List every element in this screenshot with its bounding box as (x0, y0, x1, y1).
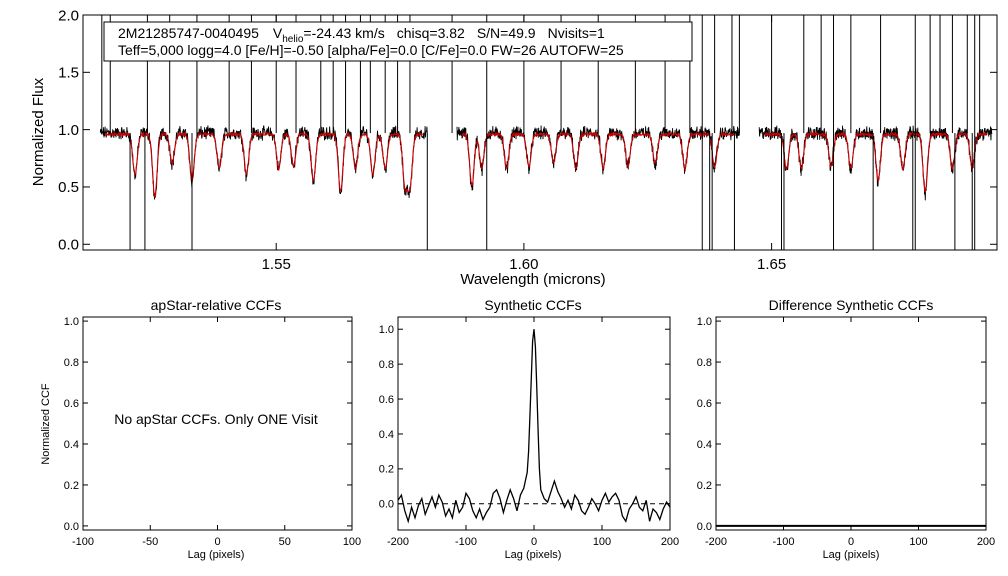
difference-ccf-ytick-label: 1.0 (697, 316, 712, 328)
synthetic-ccf-title: Synthetic CCFs (484, 297, 581, 313)
difference-ccf-ytick-label: 0.8 (697, 357, 712, 369)
spectrum-xtick-label: 1.65 (757, 256, 786, 273)
spectrum-axes: 1.55 1.60 1.65 0.0 0.5 1.0 1.5 2.0 (58, 7, 997, 273)
apstar-ccf-ytick-label: 0.2 (64, 480, 79, 492)
synthetic-ccf-xtick-label: 0 (531, 536, 537, 548)
annotation-box-frame (103, 21, 693, 62)
apstar-ccf-xlabel: Lag (pixels) (188, 549, 245, 561)
synthetic-ccf-curve (397, 329, 671, 524)
spectrum-ytick-label: 0.5 (58, 179, 79, 196)
synthetic-ccf-xtick-label: -100 (455, 536, 477, 548)
apstar-ccf-ytick-label: 0.8 (64, 357, 79, 369)
stellar-parameters-line: Teff=5,000 logg=4.0 [Fe/H]=-0.50 [alpha/… (118, 42, 624, 58)
apstar-ccf-ytick-label: 1.0 (64, 316, 79, 328)
annotation-line-1: 2M21285747-0040495 Vhelio=-24.43 km/s chis… (118, 25, 605, 45)
apstar-ccf-xtick-label: -100 (72, 536, 94, 548)
difference-ccf-ytick-label: 0.0 (697, 521, 712, 533)
difference-ccf-xtick-label: 200 (977, 536, 995, 548)
apstar-ccf-ytick-label: 0.0 (64, 521, 79, 533)
difference-ccf-xtick-label: -100 (772, 536, 794, 548)
ccf-ylabel: Normalized CCF (40, 383, 52, 465)
synthetic-fit-chip-2 (461, 131, 735, 186)
observed-spectrum-chip-1 (99, 125, 428, 200)
difference-ccf-panel: Difference Synthetic CCFs -200 -100 0 100 20… (697, 297, 995, 561)
vhelio-subscript: helio (282, 34, 304, 45)
spectrum-plot-frame (82, 14, 998, 251)
difference-ccf-ytick-label: 0.2 (697, 480, 712, 492)
apstar-ccf-title: apStar-relative CCFs (151, 297, 282, 313)
apstar-ccf-panel: apStar-relative CCFs -100 -50 0 50 100 0.0 0.2… (40, 297, 361, 561)
synthetic-ccf-xlabel: Lag (pixels) (505, 549, 562, 561)
chisq-value: chisq=3.82 (397, 25, 465, 41)
synthetic-fit-chip-1 (104, 131, 423, 198)
apstar-ccf-xtick-label: 50 (279, 536, 291, 548)
synthetic-ccf-ytick-label: 0.0 (379, 499, 394, 511)
vhelio-symbol: V (273, 25, 283, 41)
spectrum-ytick-label: 2.0 (58, 7, 79, 24)
synthetic-ccf-axes: -200 -100 0 100 200 0.0 0.2 0.4 0.6 0.8 1.0 (379, 317, 679, 548)
spectrum-ytick-label: 0.0 (58, 237, 79, 254)
difference-ccf-xlabel: Lag (pixels) (823, 549, 880, 561)
apstar-ccf-ytick-label: 0.4 (64, 439, 79, 451)
apstar-ccf-axes: -100 -50 0 50 100 0.0 0.2 0.4 0.6 0.8 1.0 (64, 316, 361, 548)
synthetic-ccf-ytick-label: 0.6 (379, 394, 394, 406)
synthetic-fit-chip-3 (763, 131, 988, 193)
spectrum-ylabel: Normalized Flux (30, 77, 47, 186)
spectrum-panel: 1.55 1.60 1.65 0.0 0.5 1.0 1.5 2.0 Wavelength (… (30, 7, 998, 288)
spectrum-ytick-label: 1.5 (58, 65, 79, 82)
synthetic-ccf-ytick-label: 0.8 (379, 359, 394, 371)
synthetic-ccf-ytick-label: 1.0 (379, 324, 394, 336)
difference-ccf-xtick-label: 0 (848, 536, 854, 548)
apstar-ccf-xtick-label: 0 (214, 536, 220, 548)
synthetic-ccf-traces (397, 329, 671, 524)
synthetic-ccf-xtick-label: 100 (593, 536, 611, 548)
spectrum-xtick-label: 1.60 (509, 256, 538, 273)
sn-value: S/N=49.9 (477, 25, 536, 41)
difference-ccf-axes: -200 -100 0 100 200 0.0 0.2 0.4 0.6 0.8 1.0 (697, 316, 995, 548)
synthetic-ccf-frame (397, 316, 671, 531)
star-id: 2M21285747-0040495 (118, 25, 259, 41)
apstar-ccf-xtick-label: -50 (142, 536, 158, 548)
difference-ccf-title: Difference Synthetic CCFs (769, 297, 934, 313)
difference-ccf-xtick-label: 100 (909, 536, 927, 548)
spectrum-ytick-label: 1.0 (58, 122, 79, 139)
synthetic-ccf-xtick-label: 200 (661, 536, 679, 548)
difference-ccf-ytick-label: 0.4 (697, 439, 712, 451)
vhelio-value: =-24.43 km/s (303, 25, 384, 41)
apstar-ccf-xtick-label: 100 (343, 536, 361, 548)
difference-ccf-frame (715, 316, 987, 531)
synthetic-ccf-ytick-label: 0.4 (379, 429, 394, 441)
spectrum-annotation-box: 2M21285747-0040495 Vhelio=-24.43 km/s chis… (103, 21, 693, 62)
apstar-no-data-message: No apStar CCFs. Only ONE Visit (114, 411, 318, 427)
apstar-ccf-ytick-label: 0.6 (64, 398, 79, 410)
difference-ccf-xtick-label: -200 (705, 536, 727, 548)
difference-ccf-ytick-label: 0.6 (697, 398, 712, 410)
nvisits-value: Nvisits=1 (548, 25, 605, 41)
synthetic-ccf-xtick-label: -200 (387, 536, 409, 548)
spectrum-xlabel: Wavelength (microns) (460, 271, 605, 288)
synthetic-ccf-panel: Synthetic CCFs -200 -100 0 100 200 0.0 0.2 0.4 0… (379, 297, 679, 561)
synthetic-ccf-ytick-label: 0.2 (379, 464, 394, 476)
spectrum-xtick-label: 1.55 (262, 256, 291, 273)
